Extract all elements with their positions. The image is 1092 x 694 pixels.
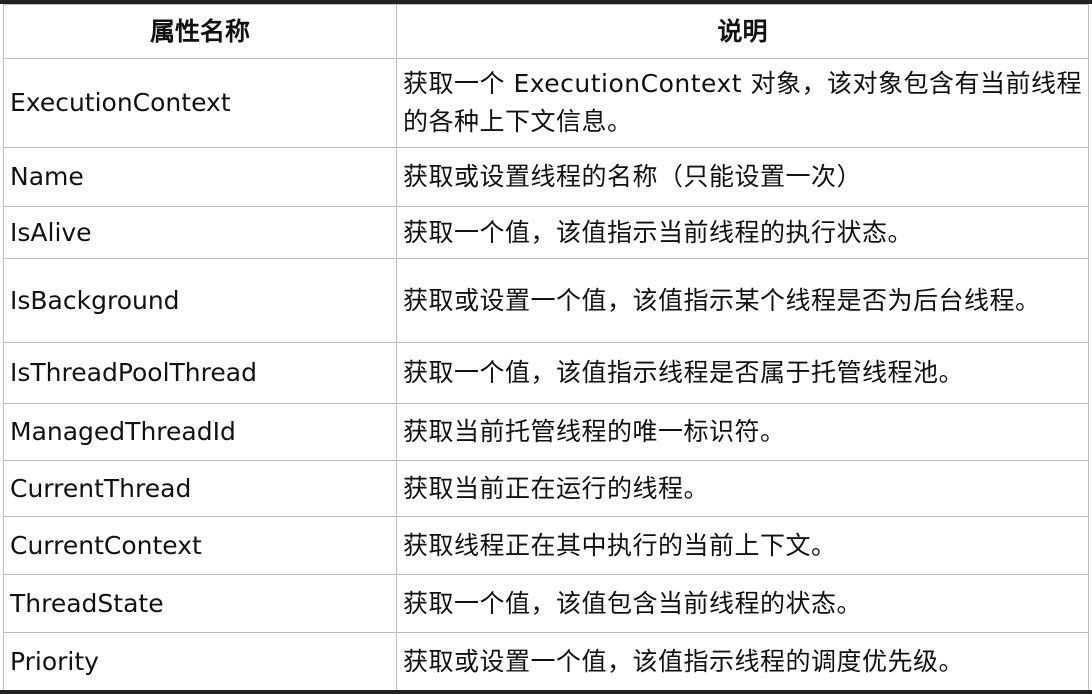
thread-properties-table: 属性名称 说明 ExecutionContext 获取一个 ExecutionCo… [3, 4, 1089, 691]
table-row: IsAlive 获取一个值，该值指示当前线程的执行状态。 [3, 206, 1089, 259]
header-row: 属性名称 说明 [3, 4, 1089, 59]
table-row: ThreadState 获取一个值，该值包含当前线程的状态。 [3, 574, 1089, 633]
property-name: ExecutionContext [3, 58, 397, 148]
header-description: 说明 [396, 4, 1089, 59]
property-name: IsBackground [3, 258, 397, 343]
property-name: Priority [3, 632, 397, 691]
header-property-name: 属性名称 [3, 4, 397, 59]
table-row: Priority 获取或设置一个值，该值指示线程的调度优先级。 [3, 632, 1089, 691]
property-description: 获取当前正在运行的线程。 [396, 460, 1089, 517]
property-description: 获取一个值，该值包含当前线程的状态。 [396, 574, 1089, 633]
property-name: ThreadState [3, 574, 397, 633]
bottom-border [0, 690, 1092, 694]
property-name: CurrentContext [3, 516, 397, 575]
property-description: 获取一个 ExecutionContext 对象，该对象包含有当前线程的各种上下… [396, 58, 1089, 148]
property-description: 获取或设置一个值，该值指示某个线程是否为后台线程。 [396, 258, 1089, 343]
table-row: IsBackground 获取或设置一个值，该值指示某个线程是否为后台线程。 [3, 258, 1089, 343]
property-description: 获取一个值，该值指示线程是否属于托管线程池。 [396, 342, 1089, 404]
property-description: 获取或设置线程的名称（只能设置一次） [396, 147, 1089, 207]
property-name: IsAlive [3, 206, 397, 259]
property-name: CurrentThread [3, 460, 397, 517]
table-row: Name 获取或设置线程的名称（只能设置一次） [3, 147, 1089, 207]
property-description: 获取当前托管线程的唯一标识符。 [396, 403, 1089, 461]
table-row: ExecutionContext 获取一个 ExecutionContext 对象… [3, 58, 1089, 148]
property-description: 获取线程正在其中执行的当前上下文。 [396, 516, 1089, 575]
table-row: CurrentContext 获取线程正在其中执行的当前上下文。 [3, 516, 1089, 575]
table-row: ManagedThreadId 获取当前托管线程的唯一标识符。 [3, 403, 1089, 461]
property-description: 获取或设置一个值，该值指示线程的调度优先级。 [396, 632, 1089, 691]
table-row: IsThreadPoolThread 获取一个值，该值指示线程是否属于托管线程池。 [3, 342, 1089, 404]
table-row: CurrentThread 获取当前正在运行的线程。 [3, 460, 1089, 517]
property-name: Name [3, 147, 397, 207]
property-name: ManagedThreadId [3, 403, 397, 461]
property-description: 获取一个值，该值指示当前线程的执行状态。 [396, 206, 1089, 259]
top-border [0, 0, 1092, 4]
property-name: IsThreadPoolThread [3, 342, 397, 404]
